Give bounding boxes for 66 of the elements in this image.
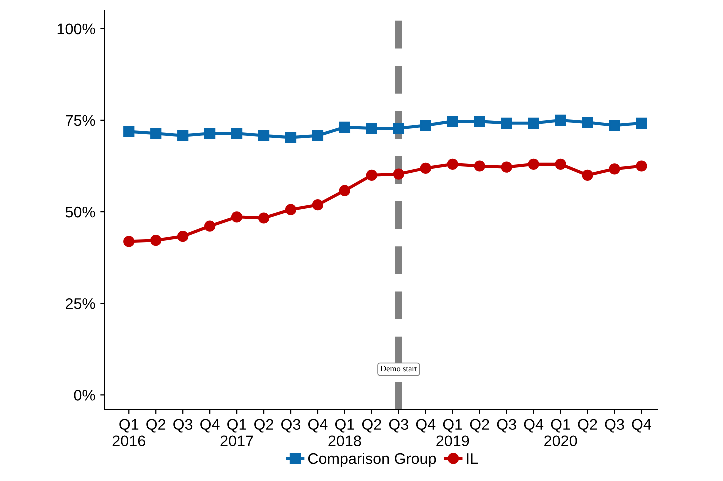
y-tick-label: 25% <box>66 298 96 310</box>
point <box>178 130 189 142</box>
point <box>231 212 243 223</box>
point <box>474 160 486 172</box>
x-tick-label: Q3 <box>174 419 193 433</box>
point <box>609 164 620 175</box>
point <box>636 160 648 172</box>
x-tick-label: Q2 <box>254 419 274 433</box>
legend-label: IL <box>467 454 478 464</box>
point <box>124 126 135 138</box>
x-tick-label: Q1 2020 <box>544 419 578 447</box>
point <box>420 162 432 174</box>
point <box>204 128 216 140</box>
x-tick-label: Q2 <box>146 419 166 433</box>
point <box>285 204 297 216</box>
point <box>528 118 540 129</box>
point <box>528 158 540 170</box>
x-tick-label: Q4 <box>632 419 652 433</box>
point <box>474 116 486 128</box>
x-tick-label: Q2 <box>578 419 598 433</box>
x-tick-label: Q1 2018 <box>328 419 362 447</box>
point <box>258 212 270 224</box>
point <box>312 130 324 142</box>
point <box>366 122 378 134</box>
x-tick-label: Q1 2017 <box>220 419 254 447</box>
point <box>582 117 594 128</box>
point <box>124 236 135 248</box>
point <box>204 220 216 232</box>
x-tick-label: Q3 <box>497 419 516 433</box>
point <box>582 170 594 181</box>
point <box>339 122 351 133</box>
y-tick-label: 75% <box>66 115 96 126</box>
x-tick-label: Q1 2016 <box>112 419 146 447</box>
y-tick-label: 50% <box>66 206 96 218</box>
point <box>339 185 351 196</box>
point <box>636 118 648 129</box>
x-tick-label: Q3 <box>282 419 301 433</box>
point <box>150 235 162 246</box>
point <box>555 114 566 126</box>
y-tick-label: 100% <box>58 24 96 35</box>
point <box>609 120 620 132</box>
point <box>420 120 432 132</box>
x-tick-label: Q3 <box>389 419 408 433</box>
y-tick-label: 0% <box>74 390 96 401</box>
x-tick-label: Q4 <box>524 419 544 433</box>
legend-label: Comparison Group <box>308 453 436 468</box>
point <box>285 132 297 144</box>
x-tick-label: Q3 <box>605 419 624 433</box>
point <box>501 162 512 173</box>
x-tick-label: Q2 <box>470 419 490 433</box>
x-tick-label: Q4 <box>308 419 328 433</box>
annotation: Demo start <box>380 366 418 372</box>
point <box>258 130 270 142</box>
point <box>312 200 324 211</box>
point <box>447 116 458 128</box>
point <box>231 128 243 140</box>
x-tick-label: Q2 <box>362 419 382 433</box>
point <box>178 231 189 242</box>
point <box>150 128 162 140</box>
point <box>555 158 566 170</box>
x-tick-label: Q1 2019 <box>436 419 470 447</box>
point <box>501 118 512 129</box>
point <box>366 170 378 181</box>
x-tick-label: Q4 <box>416 419 436 433</box>
point <box>447 158 458 170</box>
x-tick-label: Q4 <box>200 419 220 433</box>
